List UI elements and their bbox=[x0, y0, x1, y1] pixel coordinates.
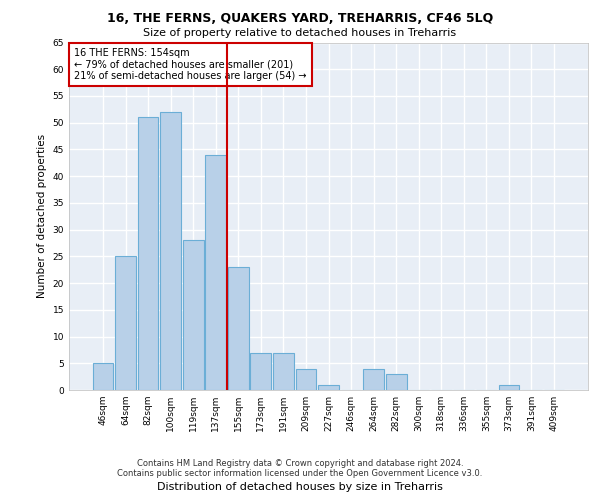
Bar bbox=[160, 112, 181, 390]
Bar bbox=[183, 240, 203, 390]
Text: Size of property relative to detached houses in Treharris: Size of property relative to detached ho… bbox=[143, 28, 457, 38]
Bar bbox=[386, 374, 407, 390]
Bar bbox=[92, 364, 113, 390]
Bar bbox=[228, 267, 248, 390]
Y-axis label: Number of detached properties: Number of detached properties bbox=[37, 134, 47, 298]
Bar bbox=[137, 118, 158, 390]
Bar bbox=[363, 368, 384, 390]
Text: 16, THE FERNS, QUAKERS YARD, TREHARRIS, CF46 5LQ: 16, THE FERNS, QUAKERS YARD, TREHARRIS, … bbox=[107, 12, 493, 26]
Text: Distribution of detached houses by size in Treharris: Distribution of detached houses by size … bbox=[157, 482, 443, 492]
Bar bbox=[318, 384, 339, 390]
Text: Contains HM Land Registry data © Crown copyright and database right 2024.: Contains HM Land Registry data © Crown c… bbox=[137, 458, 463, 468]
Text: 16 THE FERNS: 154sqm
← 79% of detached houses are smaller (201)
21% of semi-deta: 16 THE FERNS: 154sqm ← 79% of detached h… bbox=[74, 48, 307, 81]
Bar bbox=[205, 155, 226, 390]
Bar bbox=[296, 368, 316, 390]
Bar bbox=[273, 352, 294, 390]
Text: Contains public sector information licensed under the Open Government Licence v3: Contains public sector information licen… bbox=[118, 468, 482, 477]
Bar bbox=[250, 352, 271, 390]
Bar bbox=[115, 256, 136, 390]
Bar bbox=[499, 384, 520, 390]
